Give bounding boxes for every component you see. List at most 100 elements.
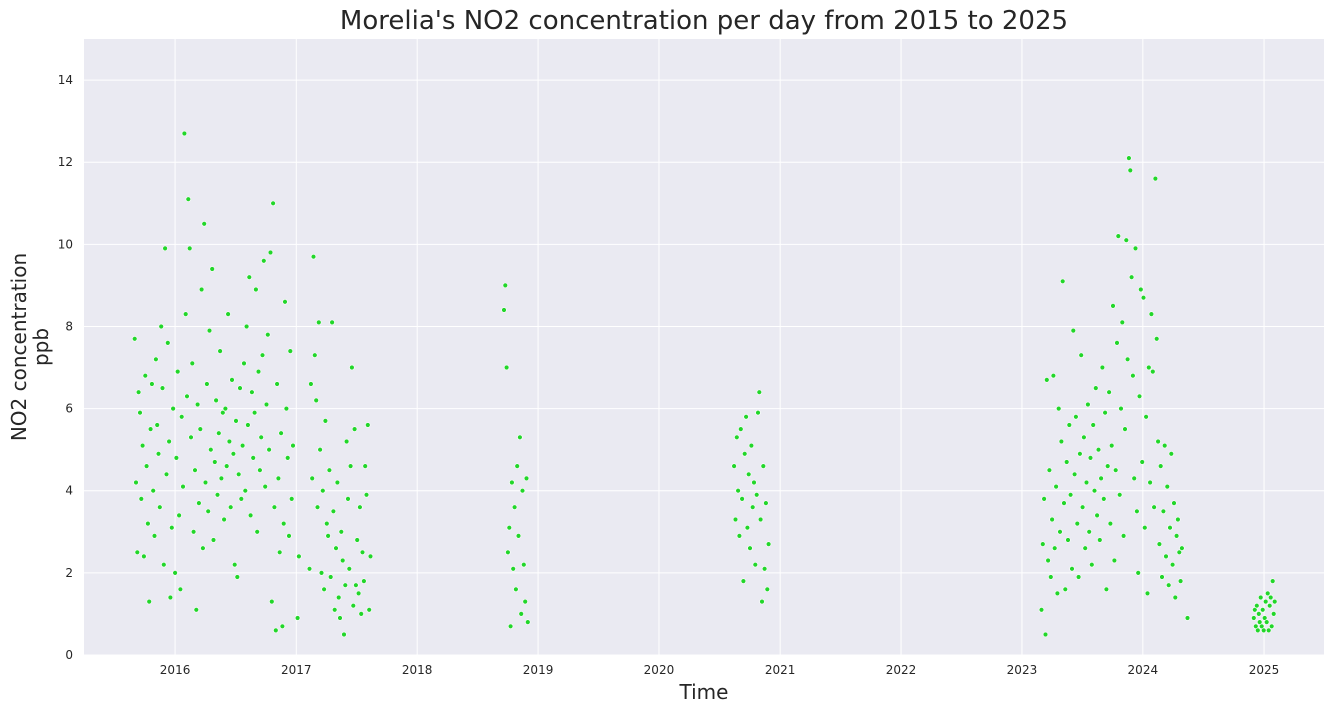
data-point [324, 520, 330, 527]
plot-area [84, 39, 1324, 655]
data-point [185, 196, 192, 202]
data-point [165, 340, 171, 346]
x-tick-label: 2017 [281, 663, 312, 677]
data-point [747, 545, 753, 551]
data-point [135, 389, 142, 395]
data-point [337, 615, 343, 621]
data-point [177, 586, 184, 592]
data-point [349, 364, 355, 371]
data-point [253, 286, 259, 293]
data-point [267, 249, 274, 256]
data-point [224, 463, 230, 469]
x-tick-label: 2020 [644, 663, 675, 677]
data-point [739, 496, 745, 502]
data-point [1108, 442, 1115, 449]
data-point [1062, 586, 1069, 592]
data-point [210, 537, 217, 543]
data-point [1059, 278, 1066, 284]
data-point [1070, 327, 1077, 334]
data-point [138, 496, 145, 502]
data-point [502, 282, 508, 289]
data-point [1098, 475, 1104, 482]
data-point [521, 561, 527, 568]
data-point [517, 434, 523, 440]
data-point [333, 545, 339, 551]
data-point [317, 447, 323, 453]
data-point [1071, 471, 1078, 477]
y-axis-label-line: ppb [29, 328, 53, 366]
data-point [1069, 566, 1075, 572]
data-point [159, 385, 166, 391]
data-point [273, 627, 279, 634]
data-point [255, 368, 262, 375]
data-point [736, 533, 743, 539]
data-point [1127, 167, 1134, 174]
data-point [741, 451, 748, 457]
data-point [511, 504, 518, 510]
data-point [514, 463, 520, 469]
y-tick-label: 6 [65, 402, 73, 416]
y-axis-label-line: NO2 concentration [7, 253, 31, 441]
data-point [1266, 602, 1273, 609]
data-point [236, 471, 242, 477]
data-point [201, 221, 207, 227]
data-point [1049, 516, 1055, 523]
data-point [316, 319, 322, 326]
data-point [515, 533, 522, 539]
data-point [1102, 410, 1108, 416]
data-point [359, 549, 366, 555]
data-point [1150, 368, 1156, 375]
data-point [761, 566, 768, 572]
data-point [1094, 512, 1100, 519]
data-point [1120, 533, 1127, 539]
data-point [1119, 319, 1126, 326]
data-point [247, 512, 254, 519]
data-point [1067, 492, 1074, 498]
data-point [343, 438, 350, 445]
data-point [1045, 557, 1051, 564]
data-point [194, 401, 201, 408]
data-point [1081, 434, 1087, 440]
data-point [1091, 488, 1098, 494]
data-point [332, 607, 338, 613]
data-point [1042, 631, 1049, 638]
data-point [350, 602, 356, 609]
x-tick-label: 2016 [160, 663, 191, 677]
data-point [757, 516, 764, 523]
data-point [755, 410, 761, 416]
y-tick-label: 4 [65, 484, 73, 498]
data-point [1139, 459, 1145, 465]
data-point [216, 430, 222, 436]
data-point [270, 200, 276, 207]
data-point [213, 397, 219, 404]
data-point [146, 598, 152, 605]
data-point [1173, 533, 1180, 539]
data-point [1128, 274, 1135, 280]
data-point [1086, 529, 1092, 535]
data-point [180, 483, 186, 490]
data-point [1168, 451, 1175, 457]
data-point [523, 475, 530, 482]
data-point [1087, 455, 1094, 461]
x-tick-label: 2018 [402, 663, 433, 677]
data-point [353, 582, 359, 588]
data-point [145, 520, 151, 527]
data-point [238, 496, 245, 502]
data-point [250, 455, 256, 461]
data-point [1169, 561, 1176, 568]
data-point [149, 381, 155, 387]
data-point [296, 553, 302, 560]
data-point [1135, 570, 1141, 576]
y-tick-labels: 0 2 4 6 8 10 12 14 [58, 73, 73, 662]
data-point [1061, 500, 1067, 506]
data-point [1251, 615, 1257, 621]
data-point [275, 475, 282, 482]
data-point [154, 422, 160, 428]
data-point [738, 426, 744, 432]
x-tick-label: 2023 [1007, 663, 1038, 677]
data-point [506, 524, 512, 531]
data-point [1172, 594, 1179, 601]
data-point [1157, 463, 1164, 469]
data-point [161, 561, 167, 568]
data-point [1111, 557, 1118, 564]
